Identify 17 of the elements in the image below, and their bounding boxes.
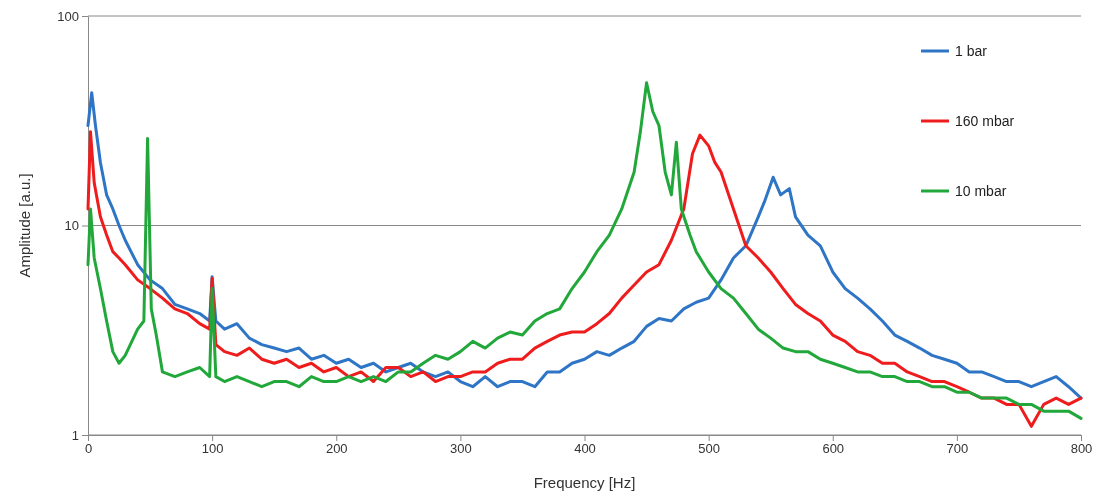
x-tick-label: 300 — [450, 441, 472, 457]
y-tick-label: 1 — [71, 427, 79, 443]
x-tick-label: 100 — [201, 441, 224, 457]
x-tick-label: 800 — [1070, 441, 1093, 457]
x-tick-label: 400 — [574, 441, 596, 457]
x-tick-label: 600 — [822, 441, 845, 457]
x-axis-title: Frequency [Hz] — [533, 474, 636, 491]
y-tick-label: 100 — [57, 8, 79, 24]
x-tick-label: 500 — [698, 441, 720, 457]
y-tick-label: 10 — [64, 218, 79, 234]
x-tick-label: 700 — [946, 441, 969, 457]
legend-label: 10 mbar — [955, 183, 1007, 199]
x-tick-label: 0 — [84, 441, 93, 457]
legend-label: 1 bar — [955, 43, 988, 59]
y-axis-title: Amplitude [a.u.] — [16, 173, 33, 278]
x-tick-label: 200 — [325, 441, 348, 457]
legend-label: 160 mbar — [955, 113, 1015, 129]
